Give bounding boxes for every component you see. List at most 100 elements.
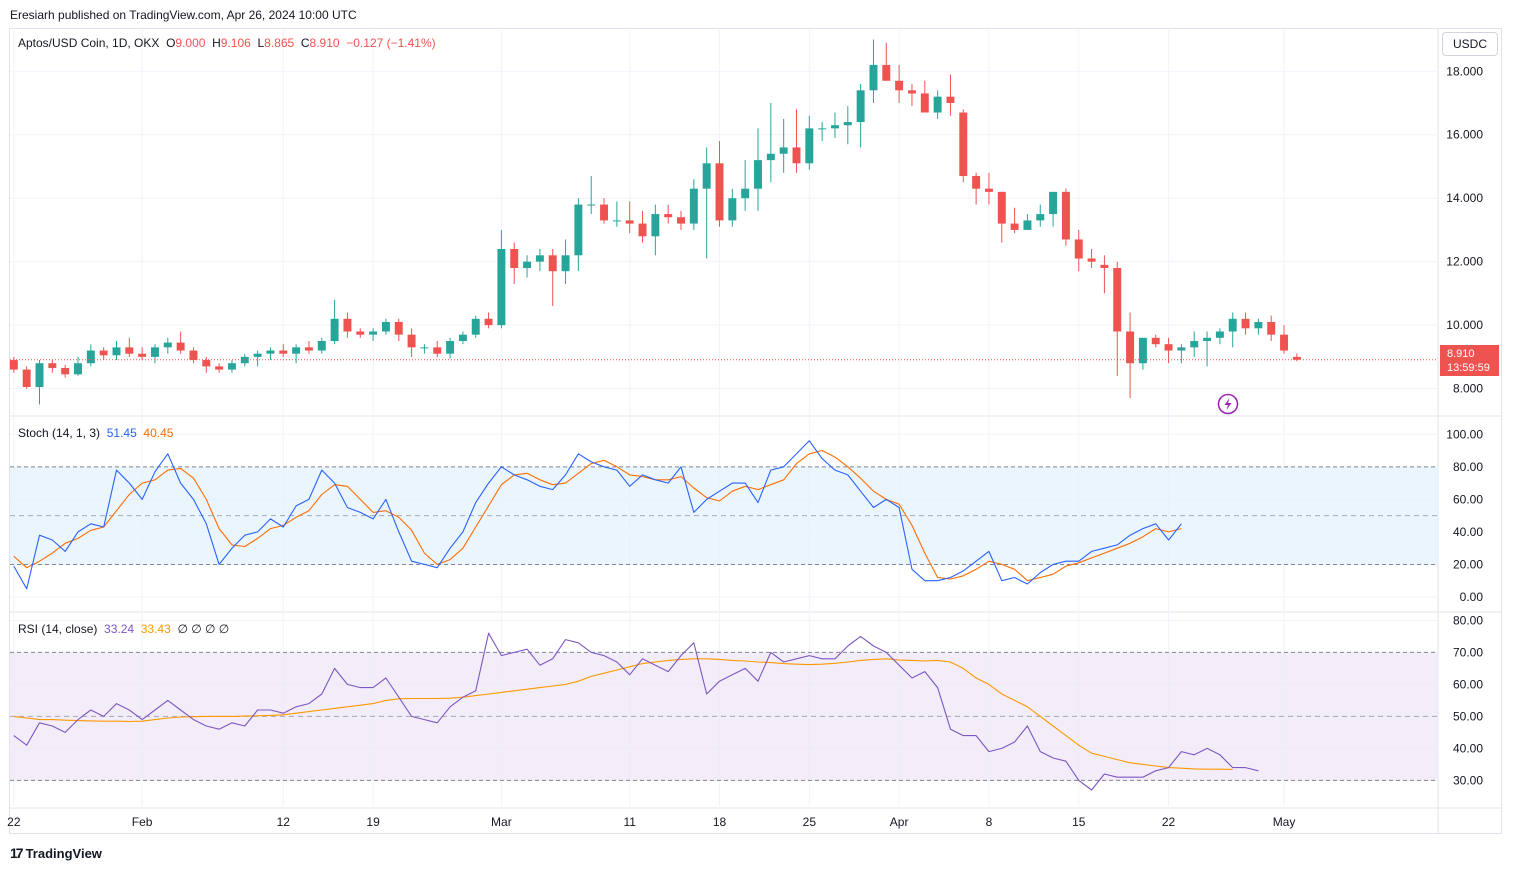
- candle-body: [907, 90, 916, 94]
- stoch-tick-label: 80.00: [1453, 460, 1483, 474]
- last-price-tag: 8.910 13:59:59: [1440, 345, 1499, 376]
- candle-body: [1203, 337, 1212, 342]
- candle: [48, 360, 57, 373]
- candle-body: [61, 367, 70, 375]
- time-tick-label: Apr: [890, 815, 909, 829]
- candle: [35, 360, 44, 405]
- candle: [1280, 325, 1289, 354]
- candle: [831, 112, 839, 138]
- candle-body: [535, 255, 544, 262]
- candle: [1177, 344, 1186, 364]
- price-tick-label: 16.000: [1446, 128, 1483, 142]
- candle-body: [266, 350, 275, 354]
- high-value: 9.106: [220, 36, 251, 50]
- candle: [600, 198, 609, 224]
- tradingview-logo-icon: 17: [10, 845, 24, 861]
- candle: [561, 239, 570, 284]
- candle: [741, 160, 750, 211]
- candle-body: [1292, 356, 1301, 360]
- time-tick-label: 15: [1072, 815, 1086, 829]
- candle-body: [1049, 191, 1058, 215]
- rsi-tick-label: 40.00: [1453, 741, 1483, 755]
- candle-body: [766, 153, 775, 161]
- rsi-tick-label: 60.00: [1453, 677, 1483, 691]
- candle: [1087, 248, 1096, 269]
- candle-body: [882, 64, 891, 81]
- rsi-tick-label: 80.00: [1453, 613, 1483, 627]
- candle-body: [1254, 321, 1263, 329]
- candle: [1203, 331, 1212, 367]
- candle-body: [1228, 318, 1237, 332]
- candle: [920, 80, 929, 113]
- candle: [651, 204, 660, 256]
- candle: [253, 350, 262, 367]
- currency-button[interactable]: USDC: [1442, 32, 1498, 56]
- rsi-label[interactable]: RSI (14, close): [18, 622, 98, 636]
- candle-body: [651, 214, 660, 237]
- candle: [869, 39, 878, 103]
- candle: [1138, 337, 1147, 370]
- candle-body: [702, 163, 711, 189]
- candle-body: [600, 204, 609, 221]
- candle-body: [869, 64, 878, 91]
- high-label: H: [212, 36, 221, 50]
- candle-body: [202, 360, 211, 367]
- candle: [446, 337, 455, 359]
- candle-body: [1023, 220, 1032, 230]
- time-tick-label: 19: [366, 815, 380, 829]
- candle: [664, 204, 673, 224]
- candle-body: [959, 112, 968, 176]
- bar-countdown: 13:59:59: [1447, 362, 1490, 374]
- candle: [1074, 229, 1083, 272]
- candle: [317, 337, 326, 354]
- time-tick-label: 25: [803, 815, 817, 829]
- symbol-label[interactable]: Aptos/USD Coin, 1D, OKX: [18, 36, 160, 50]
- candle-body: [407, 334, 416, 348]
- candle-body: [933, 96, 942, 113]
- candle: [99, 347, 108, 361]
- candle: [907, 83, 916, 107]
- candle: [1113, 261, 1122, 376]
- candle-body: [125, 347, 134, 354]
- candle-body: [253, 353, 262, 357]
- candle-body: [587, 204, 596, 206]
- candle: [612, 201, 621, 227]
- candle-body: [574, 204, 583, 256]
- rsi-line: [13, 632, 1259, 791]
- time-tick-label: May: [1273, 815, 1296, 829]
- candle-body: [1164, 344, 1173, 351]
- rsi-tick-label: 30.00: [1453, 773, 1483, 787]
- main-legend: Aptos/USD Coin, 1D, OKX O9.000 H9.106 L8…: [18, 36, 436, 50]
- candle-body: [35, 363, 44, 388]
- candle: [163, 337, 172, 354]
- low-value: 8.865: [264, 36, 295, 50]
- stoch-tick-label: 40.00: [1453, 525, 1483, 539]
- candle-body: [1087, 258, 1096, 262]
- candle-body: [779, 147, 788, 154]
- candle: [22, 366, 31, 389]
- price-tick-label: 18.000: [1446, 64, 1483, 78]
- candle: [304, 341, 313, 354]
- stoch-label[interactable]: Stoch (14, 1, 3): [18, 426, 101, 440]
- candle: [689, 179, 698, 230]
- candle: [279, 344, 288, 357]
- stoch-tick-label: 0.00: [1460, 590, 1484, 604]
- candle-body: [304, 347, 313, 351]
- stoch-d-line: [13, 449, 1182, 582]
- candle-body: [548, 255, 557, 272]
- candle: [715, 141, 724, 227]
- footer-brand[interactable]: 17 TradingView: [10, 845, 102, 861]
- candle: [895, 64, 904, 103]
- candle-body: [1267, 321, 1276, 335]
- candle: [356, 328, 365, 338]
- candle: [1254, 318, 1263, 335]
- candle-body: [920, 93, 929, 113]
- candle: [86, 344, 95, 367]
- candle-body: [818, 128, 827, 130]
- alert-icon[interactable]: [1217, 393, 1239, 415]
- candle: [779, 118, 788, 173]
- candle: [805, 115, 814, 170]
- candle-body: [163, 342, 172, 348]
- candle-body: [151, 347, 159, 357]
